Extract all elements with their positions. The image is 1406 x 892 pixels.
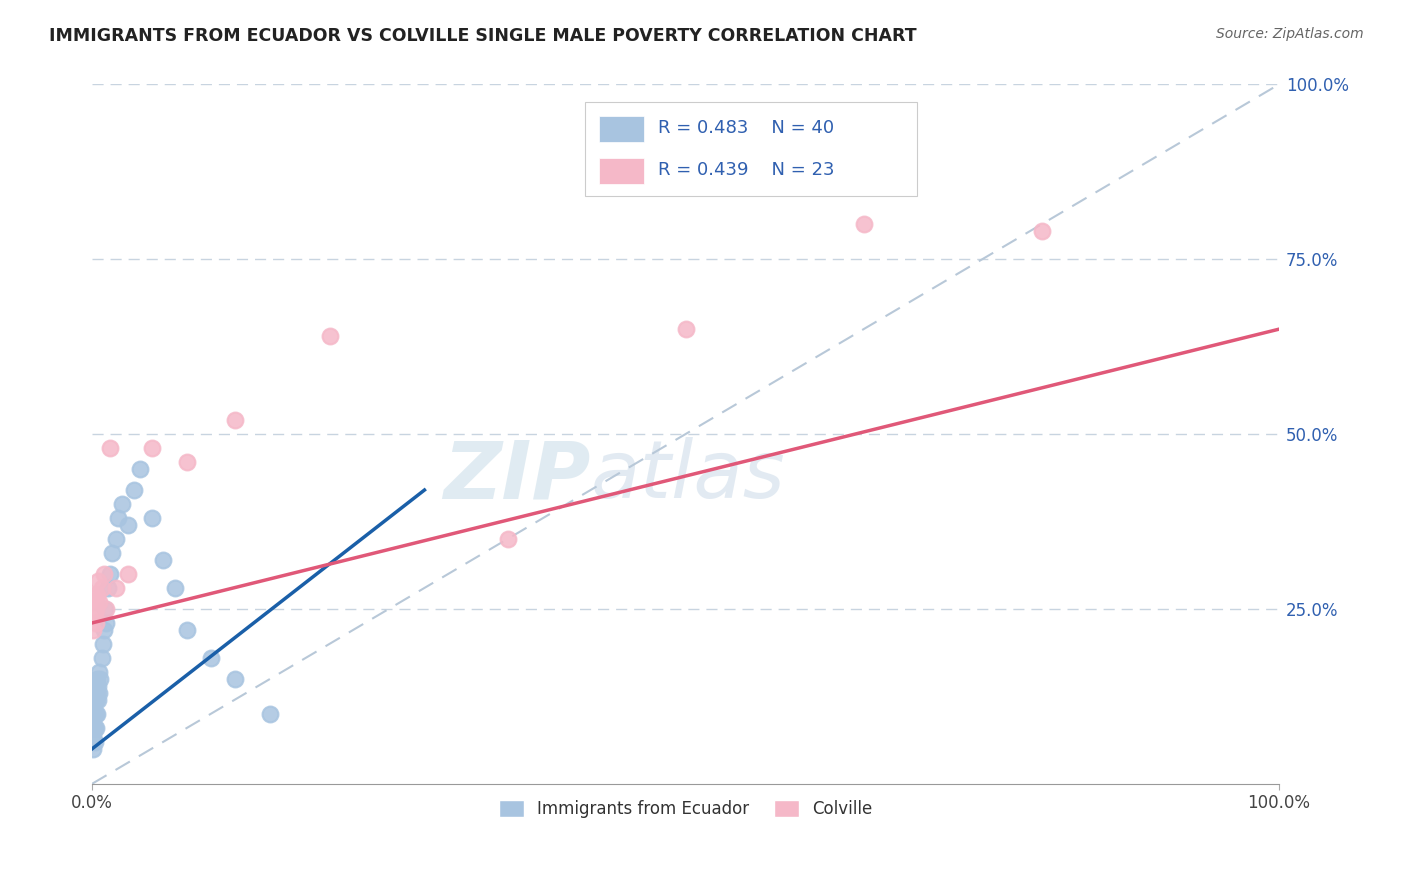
Point: [117, 566, 139, 581]
Point: [86, 686, 108, 700]
Legend: Immigrants from Ecuador, Colville: Immigrants from Ecuador, Colville: [492, 793, 879, 824]
Point: [141, 511, 163, 525]
Point: [86, 706, 108, 721]
Text: IMMIGRANTS FROM ECUADOR VS COLVILLE SINGLE MALE POVERTY CORRELATION CHART: IMMIGRANTS FROM ECUADOR VS COLVILLE SING…: [49, 27, 917, 45]
Point: [176, 455, 198, 469]
Point: [90, 581, 112, 595]
Text: atlas: atlas: [591, 437, 786, 515]
Point: [93, 623, 115, 637]
Point: [83, 735, 105, 749]
Point: [165, 581, 187, 595]
Point: [87, 574, 110, 588]
Point: [84, 615, 107, 630]
Point: [83, 693, 105, 707]
Bar: [599, 116, 644, 143]
Point: [83, 706, 105, 721]
Point: [675, 322, 697, 336]
Point: [104, 532, 127, 546]
Point: [107, 511, 129, 525]
Point: [89, 672, 111, 686]
Point: [82, 706, 104, 721]
Point: [96, 602, 118, 616]
Point: [86, 588, 108, 602]
Point: [94, 602, 117, 616]
Point: [128, 462, 150, 476]
Point: [82, 595, 104, 609]
Point: [98, 566, 121, 581]
Point: [96, 615, 118, 630]
Point: [84, 721, 107, 735]
Point: [87, 693, 110, 707]
Point: [86, 672, 108, 686]
Point: [852, 217, 875, 231]
Point: [83, 608, 105, 623]
Point: [259, 706, 281, 721]
Point: [176, 623, 198, 637]
Text: ZIP: ZIP: [443, 437, 591, 515]
Point: [224, 672, 246, 686]
Point: [87, 679, 110, 693]
Point: [111, 497, 134, 511]
Point: [83, 588, 105, 602]
Point: [1031, 224, 1053, 238]
Point: [90, 651, 112, 665]
Point: [101, 546, 124, 560]
Point: [496, 532, 519, 546]
FancyBboxPatch shape: [585, 102, 917, 196]
Point: [152, 553, 174, 567]
Bar: [599, 158, 644, 185]
Point: [93, 566, 115, 581]
Point: [83, 721, 105, 735]
Point: [98, 441, 121, 455]
Point: [84, 602, 107, 616]
Point: [84, 706, 107, 721]
Point: [200, 651, 222, 665]
Point: [97, 581, 120, 595]
Point: [122, 483, 145, 497]
Text: Source: ZipAtlas.com: Source: ZipAtlas.com: [1216, 27, 1364, 41]
Point: [82, 728, 104, 742]
Point: [141, 441, 163, 455]
Point: [89, 665, 111, 679]
Text: R = 0.439    N = 23: R = 0.439 N = 23: [658, 161, 835, 178]
Point: [82, 721, 104, 735]
Point: [89, 686, 111, 700]
Point: [84, 693, 107, 707]
Point: [224, 413, 246, 427]
Point: [89, 595, 111, 609]
Point: [318, 329, 340, 343]
Text: R = 0.483    N = 40: R = 0.483 N = 40: [658, 119, 834, 136]
Point: [82, 623, 104, 637]
Point: [82, 741, 104, 756]
Point: [117, 518, 139, 533]
Point: [104, 581, 127, 595]
Point: [91, 637, 114, 651]
